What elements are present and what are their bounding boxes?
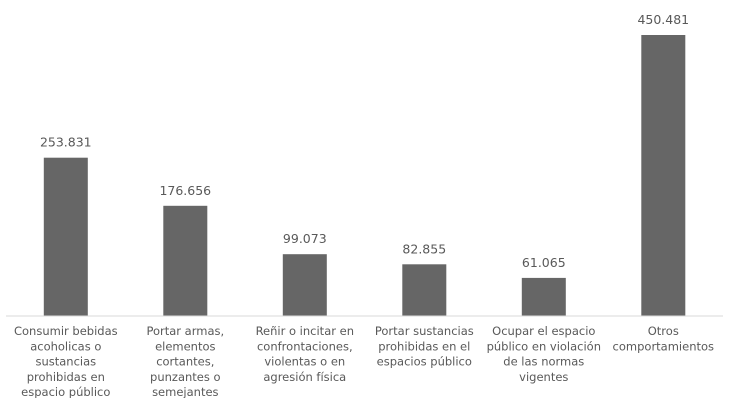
category-label-line: Portar sustancias — [375, 324, 474, 338]
category-labels-group: Consumir bebidas acoholicas o sustancias pr… — [14, 324, 714, 398]
category-label-line: acoholicas o — [30, 339, 101, 353]
value-label-1: 176.656 — [159, 183, 211, 198]
value-label-3: 82.855 — [402, 241, 446, 256]
category-label-1: Portar armas, elementos cortantes, punzante… — [146, 324, 224, 398]
category-label-line: Consumir bebidas — [14, 324, 118, 338]
value-label-0: 253.831 — [40, 135, 92, 150]
bar-1 — [163, 205, 208, 316]
category-label-line: de las normas — [503, 355, 584, 369]
value-label-4: 61.065 — [522, 255, 566, 270]
bar-0 — [43, 157, 88, 316]
category-label-line: Ocupar el espacio — [492, 324, 595, 338]
category-label-line: violentas o en — [264, 355, 345, 369]
category-label-line: Portar armas, — [146, 324, 224, 338]
category-label-line: punzantes o — [150, 370, 221, 384]
category-label-line: cortantes, — [156, 355, 214, 369]
category-label-5: Otros comportamientos — [613, 324, 714, 353]
category-label-2: Reñir o incitar en confrontaciones, violen… — [256, 324, 354, 384]
bars-group — [43, 35, 686, 316]
value-label-2: 99.073 — [283, 231, 327, 246]
category-label-line: vigentes — [519, 370, 568, 384]
bar-4 — [521, 277, 566, 316]
category-label-line: Reñir o incitar en — [256, 324, 354, 338]
category-label-line: semejantes — [152, 385, 218, 398]
bar-2 — [282, 254, 327, 316]
category-label-line: confrontaciones, — [257, 339, 353, 353]
bar-3 — [402, 264, 447, 316]
category-label-line: espacio público — [21, 385, 110, 398]
category-label-4: Ocupar el espacio público en violación de … — [487, 324, 601, 384]
category-label-line: prohibidas en — [27, 370, 105, 384]
category-label-0: Consumir bebidas acoholicas o sustancias pr… — [14, 324, 118, 398]
category-label-line: sustancias — [35, 355, 96, 369]
value-labels-group: 253.831 176.656 99.073 82.855 61.065 450.481 — [40, 12, 689, 270]
value-label-5: 450.481 — [637, 12, 689, 27]
category-label-line: Otros — [648, 324, 679, 338]
category-label-line: elementos — [155, 339, 215, 353]
category-label-line: agresión física — [263, 370, 346, 384]
category-label-line: comportamientos — [613, 339, 714, 353]
category-label-line: espacios público — [377, 355, 472, 369]
category-label-line: público en violación — [487, 339, 601, 353]
category-label-3: Portar sustancias prohibidas en el espacio… — [375, 324, 474, 369]
bar-5 — [641, 35, 686, 316]
category-label-line: prohibidas en el — [378, 339, 470, 353]
